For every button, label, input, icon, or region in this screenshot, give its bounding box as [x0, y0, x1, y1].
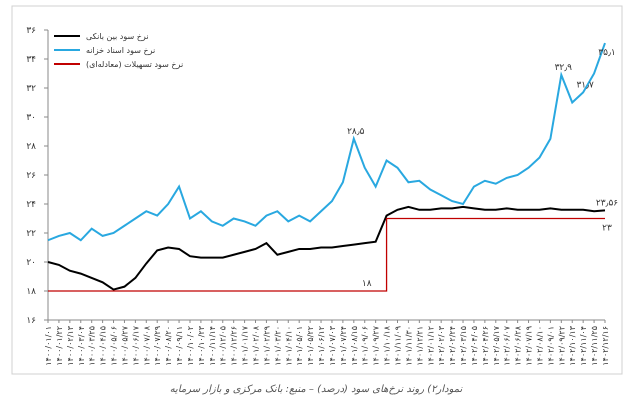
x-tick-label: ۱۴۰۰/۰۵/۰۶ [110, 326, 119, 366]
x-tick-label: ۱۴۰۲/۰۴/۰۵ [470, 326, 479, 366]
x-tick-label: ۱۴۰۰/۰۵/۲۷ [120, 325, 129, 365]
x-tick-label: ۱۴۰۰/۰۹/۱۱ [175, 326, 184, 366]
x-tick-label: ۱۴۰۲/۰۶/۲۸ [514, 325, 523, 365]
x-tick-label: ۱۴۰۰/۱۲/۲۶ [230, 326, 239, 366]
value-label: ۲۳ [602, 224, 612, 234]
x-tick-label: ۱۴۰۲/۰۳/۱۵ [459, 326, 468, 366]
x-tick-label: ۱۴۰۰/۱۰/۰۲ [186, 326, 195, 366]
value-label: ۱۸ [362, 279, 372, 289]
x-tick-label: ۱۴۰۰/۱۱/۱۴ [208, 326, 217, 366]
x-tick-label: ۱۴۰۲/۰۶/۰۷ [503, 325, 512, 365]
series-line [48, 217, 605, 292]
x-tick-label: ۱۴۰۱/۱۱/۰۹ [393, 326, 402, 366]
x-tick-label: ۱۴۰۰/۱۲/۰۵ [219, 326, 228, 366]
series-line [47, 42, 606, 242]
chart-frame [11, 5, 623, 375]
value-label: ۳۲٫۹ [555, 63, 573, 73]
x-tick-label: ۱۴۰۰/۰۸/۲۰ [164, 326, 173, 366]
y-tick-label: ۱۸ [26, 287, 36, 297]
x-tick-label: ۱۴۰۱/۰۴/۱۰ [284, 326, 293, 366]
legend-label: نرخ سود اسناد خزانه [86, 46, 155, 55]
x-tick-label: ۱۴۰۰/۰۴/۱۵ [99, 326, 108, 366]
x-tick-label: ۱۴۰۲/۱۰/۱۳ [568, 325, 577, 365]
x-tick-label: ۱۴۰۱/۰۷/۰۳ [328, 325, 337, 365]
x-tick-label: ۱۴۰۲/۰۹/۲۲ [557, 326, 566, 366]
y-tick-label: ۲۴ [26, 200, 36, 210]
x-tick-label: ۱۴۰۲/۰۱/۱۲ [426, 326, 435, 366]
x-tick-label: ۱۴۰۰/۱۰/۲۳ [197, 325, 206, 365]
y-tick-label: ۲۰ [26, 258, 36, 268]
x-tick-label: ۱۴۰۱/۰۲/۲۹ [262, 326, 271, 366]
x-tick-label: ۱۴۰۲/۰۴/۲۶ [481, 326, 490, 366]
y-tick-label: ۳۲ [26, 84, 36, 94]
value-label: ۳۱٫۷ [576, 80, 594, 90]
x-tick-label: ۱۴۰۱/۱۲/۲۱ [415, 326, 424, 366]
x-tick-label: ۱۴۰۱/۰۹/۲۷ [372, 325, 381, 365]
x-tick-label: ۱۴۰۱/۰۵/۰۱ [295, 326, 304, 366]
x-tick-label: ۱۴۰۱/۱۱/۳۰ [404, 326, 413, 366]
chart-caption: نمودار۲) روند نرخ‌های سود (درصد) – منبع:… [170, 384, 464, 395]
y-tick-label: ۱۶ [26, 316, 36, 326]
x-tick-label: ۱۴۰۰/۰۳/۰۴ [77, 326, 86, 366]
y-tick-label: ۳۶ [26, 26, 36, 36]
x-tick-label: ۱۴۰۲/۰۹/۰۱ [546, 326, 555, 366]
y-tick-label: ۲۶ [26, 171, 36, 181]
x-tick-label: ۱۴۰۰/۰۱/۲۲ [55, 326, 64, 366]
x-tick-label: ۱۴۰۲/۱۱/۲۵ [590, 326, 599, 366]
x-tick-label: ۱۴۰۰/۰۲/۱۳ [66, 325, 75, 365]
x-tick-label: ۱۴۰۱/۰۸/۱۵ [350, 326, 359, 366]
x-tick-label: ۱۴۰۱/۰۶/۱۲ [317, 326, 326, 366]
x-tick-label: ۱۴۰۰/۰۳/۲۵ [88, 326, 97, 366]
value-label: ۲۸٫۵ [347, 127, 365, 137]
x-tick-label: ۱۴۰۱/۰۹/۰۶ [361, 326, 370, 366]
x-tick-label: ۱۴۰۲/۰۸/۱۰ [535, 326, 544, 366]
x-tick-label: ۱۴۰۱/۰۵/۲۲ [306, 326, 315, 366]
x-tick-label: ۱۴۰۰/۰۷/۰۸ [142, 325, 151, 365]
y-tick-label: ۲۸ [26, 142, 36, 152]
legend-label: نرخ سود بین بانکی [86, 32, 149, 41]
x-tick-label: ۱۴۰۲/۰۵/۱۷ [492, 325, 501, 365]
y-tick-label: ۳۴ [26, 55, 36, 65]
x-tick-label: ۱۴۰۱/۰۲/۰۸ [252, 325, 261, 365]
value-label: ۲۳٫۵۶ [596, 198, 618, 208]
x-tick-label: ۱۴۰۱/۰۷/۲۴ [339, 326, 348, 366]
x-tick-label: ۱۴۰۲/۰۲/۰۳ [437, 325, 446, 365]
x-tick-label: ۱۴۰۰/۰۶/۱۷ [131, 325, 140, 365]
x-tick-label: ۱۴۰۲/۰۷/۱۹ [525, 326, 534, 366]
x-tick-label: ۱۴۰۰/۰۱/۰۱ [44, 326, 53, 366]
x-tick-label: ۱۴۰۱/۰۱/۱۷ [241, 325, 250, 365]
series-line [47, 205, 606, 291]
y-tick-label: ۲۲ [26, 229, 36, 239]
x-tick-label: ۱۴۰۱/۰۳/۲۰ [273, 326, 282, 366]
x-tick-label: ۱۴۰۲/۰۲/۲۴ [448, 326, 457, 366]
x-tick-label: ۱۴۰۲/۱۱/۰۴ [579, 326, 588, 366]
y-tick-label: ۳۰ [26, 113, 36, 123]
value-label: ۳۵٫۱ [598, 48, 615, 58]
x-tick-label: ۱۴۰۲/۱۲/۱۶ [601, 326, 610, 366]
x-tick-label: ۱۴۰۱/۱۰/۱۸ [383, 325, 392, 365]
legend-label: نرخ سود تسهیلات (معادله‌ای) [86, 60, 183, 69]
x-tick-label: ۱۴۰۰/۰۷/۲۹ [153, 326, 162, 366]
